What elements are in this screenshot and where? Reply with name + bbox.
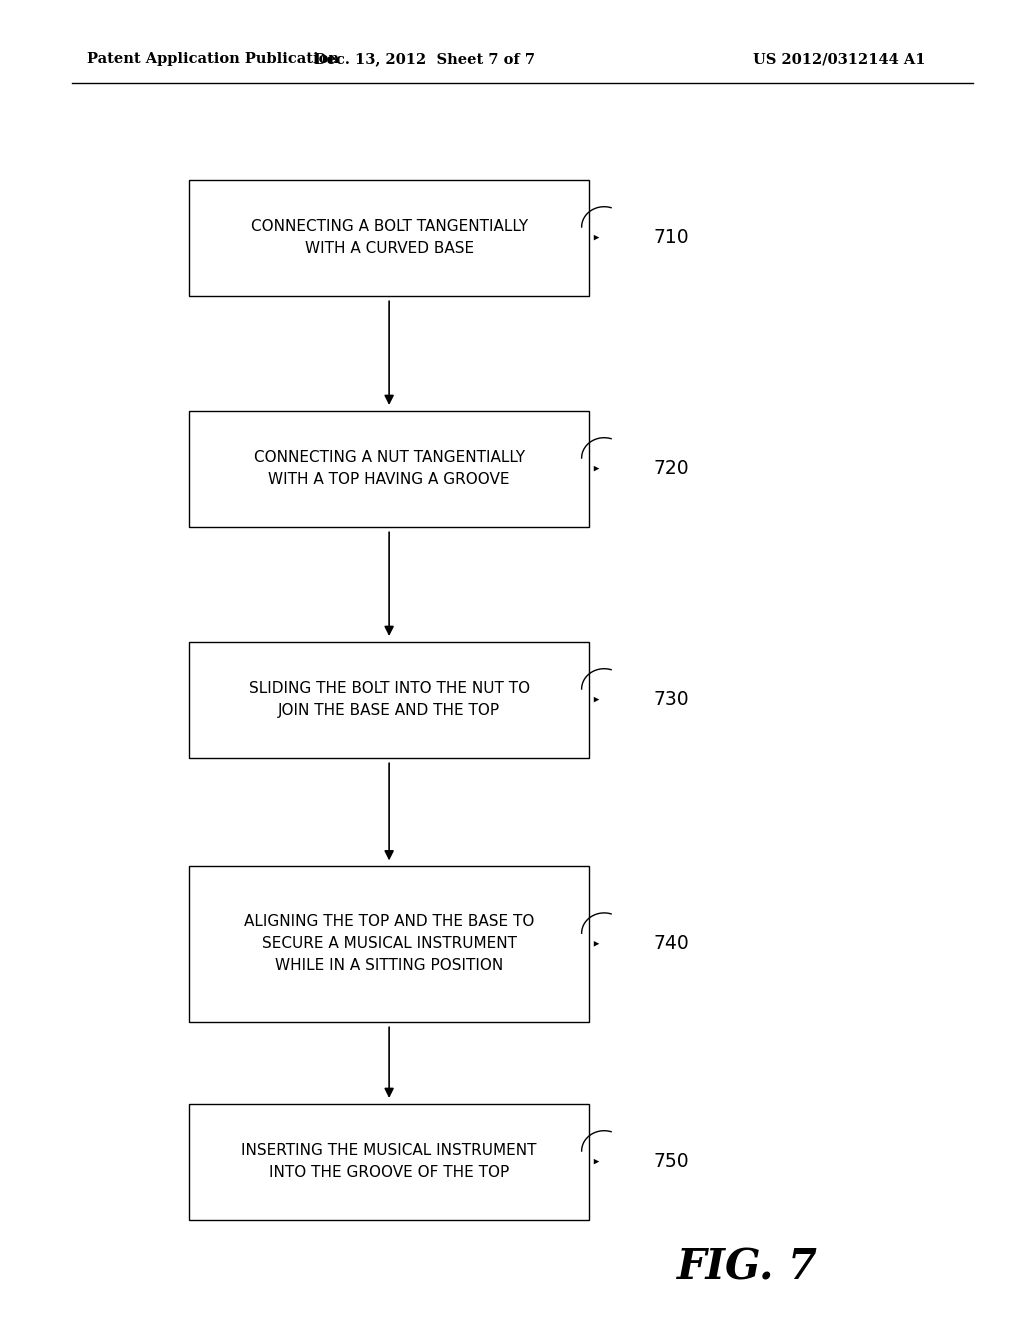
Text: CONNECTING A BOLT TANGENTIALLY
WITH A CURVED BASE: CONNECTING A BOLT TANGENTIALLY WITH A CU… xyxy=(251,219,527,256)
Text: 750: 750 xyxy=(653,1152,689,1171)
Bar xyxy=(189,180,589,296)
Bar xyxy=(189,866,589,1022)
Text: 740: 740 xyxy=(653,935,689,953)
Text: CONNECTING A NUT TANGENTIALLY
WITH A TOP HAVING A GROOVE: CONNECTING A NUT TANGENTIALLY WITH A TOP… xyxy=(254,450,524,487)
Text: US 2012/0312144 A1: US 2012/0312144 A1 xyxy=(754,53,926,66)
Text: ALIGNING THE TOP AND THE BASE TO
SECURE A MUSICAL INSTRUMENT
WHILE IN A SITTING : ALIGNING THE TOP AND THE BASE TO SECURE … xyxy=(244,913,535,974)
Bar xyxy=(189,1104,589,1220)
Text: Dec. 13, 2012  Sheet 7 of 7: Dec. 13, 2012 Sheet 7 of 7 xyxy=(314,53,536,66)
Text: 710: 710 xyxy=(653,228,689,247)
Text: 730: 730 xyxy=(653,690,689,709)
Text: Patent Application Publication: Patent Application Publication xyxy=(87,53,339,66)
Text: 720: 720 xyxy=(653,459,689,478)
Bar xyxy=(189,642,589,758)
Text: SLIDING THE BOLT INTO THE NUT TO
JOIN THE BASE AND THE TOP: SLIDING THE BOLT INTO THE NUT TO JOIN TH… xyxy=(249,681,529,718)
Text: FIG. 7: FIG. 7 xyxy=(677,1246,818,1288)
Text: INSERTING THE MUSICAL INSTRUMENT
INTO THE GROOVE OF THE TOP: INSERTING THE MUSICAL INSTRUMENT INTO TH… xyxy=(242,1143,537,1180)
Bar xyxy=(189,411,589,527)
